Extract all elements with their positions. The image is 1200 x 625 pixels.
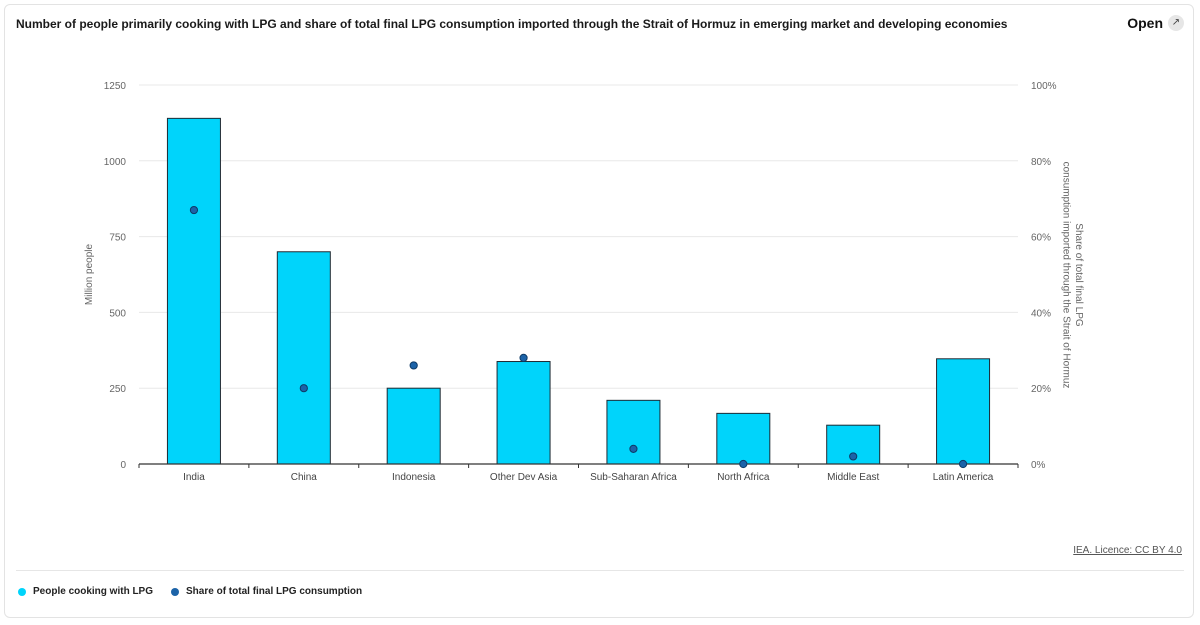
y-tick-label: 1000 <box>104 157 127 168</box>
bar-latin-america <box>936 358 991 465</box>
x-tick-label: Sub-Saharan Africa <box>590 472 677 483</box>
x-tick-label: China <box>291 472 318 483</box>
share-point-north-africa <box>739 459 748 469</box>
legend-dot-share <box>171 587 180 596</box>
share-point-india <box>189 205 199 215</box>
bar-india <box>166 117 221 465</box>
open-button[interactable]: Open ↗ <box>1127 15 1184 31</box>
x-tick-label: North Africa <box>717 472 770 483</box>
y2-axis-title: Share of total final LPGconsumption impo… <box>1061 162 1085 389</box>
legend-item-share[interactable]: Share of total final LPG consumption <box>171 586 362 597</box>
y2-tick-label: 20% <box>1031 384 1051 395</box>
y-tick-label: 250 <box>109 384 126 395</box>
y2-tick-label: 0% <box>1031 460 1046 471</box>
legend-item-people[interactable]: People cooking with LPG <box>18 586 153 597</box>
y2-tick-label: 60% <box>1031 233 1051 244</box>
x-tick-label: Indonesia <box>392 472 436 483</box>
y-axis-title: Million people <box>84 243 95 305</box>
y-tick-label: 0 <box>120 460 126 471</box>
y-tick-label: 1250 <box>104 81 127 92</box>
x-tick-label: India <box>183 472 205 483</box>
bar-sub-saharan-africa <box>606 399 661 465</box>
share-point-middle-east <box>849 452 858 461</box>
y-tick-label: 750 <box>109 233 126 244</box>
share-point-indonesia <box>409 361 418 370</box>
legend-label-share: Share of total final LPG consumption <box>186 586 363 597</box>
y2-tick-label: 80% <box>1031 157 1051 168</box>
expand-icon: ↗ <box>1168 15 1184 31</box>
open-button-label: Open <box>1127 15 1163 31</box>
legend-label-people: People cooking with LPG <box>33 586 154 597</box>
legend-divider <box>16 570 1184 571</box>
share-point-china <box>299 384 308 393</box>
chart-title: Number of people primarily cooking with … <box>16 17 1008 31</box>
licence-link[interactable]: IEA. Licence: CC BY 4.0 <box>1073 545 1182 556</box>
y2-tick-label: 100% <box>1031 81 1057 92</box>
share-point-latin-america <box>958 459 968 469</box>
legend-dot-people <box>18 587 26 596</box>
y-tick-label: 500 <box>109 308 126 319</box>
x-tick-label: Other Dev Asia <box>490 472 558 483</box>
bar-china <box>276 251 331 465</box>
chart-legend: People cooking with LPG Share of total f… <box>18 586 362 597</box>
share-point-sub-saharan-africa <box>629 444 638 453</box>
bar-other-dev-asia <box>496 361 551 465</box>
x-tick-label: Middle East <box>827 472 879 483</box>
share-point-other-dev-asia <box>519 353 528 362</box>
y2-tick-label: 40% <box>1031 308 1051 319</box>
x-tick-label: Latin America <box>933 472 994 483</box>
bar-indonesia <box>386 387 441 465</box>
bar-north-africa <box>716 412 771 465</box>
